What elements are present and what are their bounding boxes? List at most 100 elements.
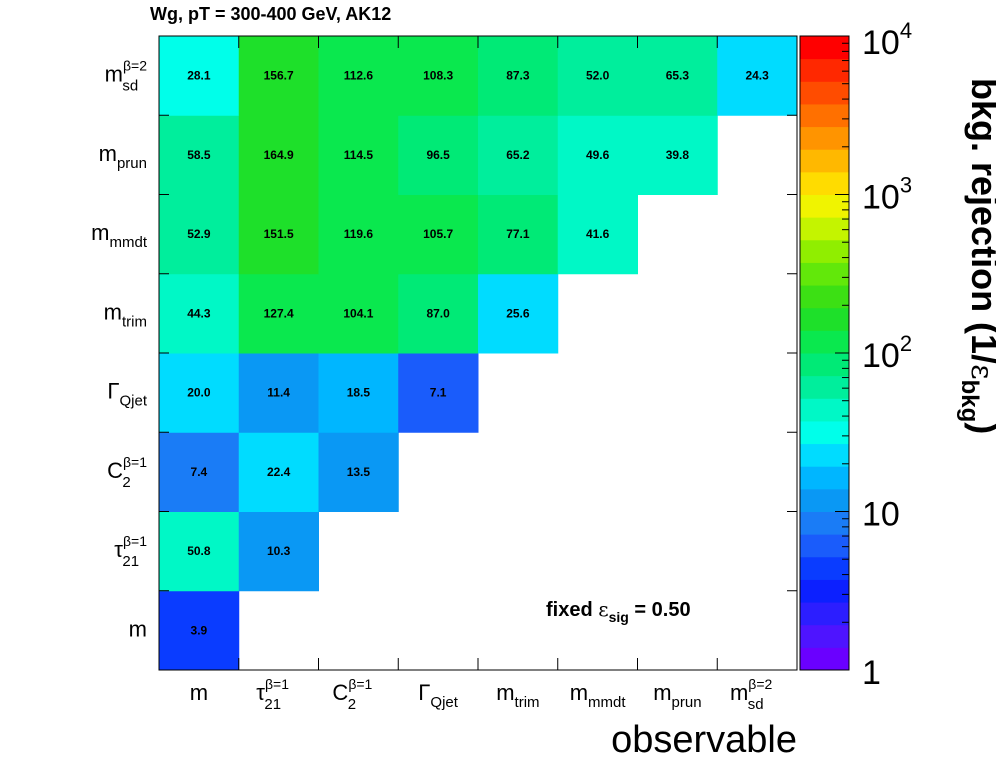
heatmap-cell — [159, 590, 240, 671]
x-tick-label: mprun — [653, 680, 701, 711]
colorbar-segment — [800, 375, 849, 399]
colorbar-tick-label: 10 — [862, 496, 900, 534]
cell-value-label: 44.3 — [187, 306, 211, 320]
cell-value-label: 164.9 — [264, 148, 294, 162]
x-tick-label: m — [190, 680, 208, 705]
heatmap-cell — [318, 36, 399, 116]
y-tick-label: mprun — [99, 141, 147, 172]
heatmap-cell — [159, 194, 240, 275]
colorbar-segment — [800, 579, 849, 603]
colorbar-segment — [800, 353, 849, 377]
y-tick-label: mβ=2 sd — [105, 58, 148, 95]
heatmap-cell — [637, 115, 718, 195]
cell-value-label: 52.0 — [586, 69, 610, 83]
x-tick-label: mmmdt — [570, 680, 627, 711]
heatmap-cell — [159, 353, 240, 433]
heatmap-cell — [318, 194, 399, 275]
heatmap-cell — [478, 36, 559, 116]
colorbar-segment — [800, 81, 849, 105]
heatmap-cell — [398, 273, 479, 354]
colorbar-segment — [800, 149, 849, 173]
colorbar-segment — [800, 239, 849, 263]
colorbar-tick-label: 104 — [862, 18, 912, 62]
cell-value-label: 58.5 — [187, 148, 211, 162]
colorbar-segment — [800, 556, 849, 580]
colorbar-segment — [800, 171, 849, 195]
chart-title: Wg, pT = 300-400 GeV, AK12 — [150, 4, 392, 24]
cell-value-label: 20.0 — [187, 386, 211, 400]
cell-value-label: 119.6 — [344, 227, 374, 241]
colorbar-segment — [800, 488, 849, 512]
x-tick-label: ΓQjet — [418, 680, 458, 711]
cell-value-label: 65.3 — [666, 69, 690, 83]
cell-value-label: 22.4 — [267, 465, 291, 479]
heatmap-cell — [238, 36, 319, 116]
cell-value-label: 77.1 — [506, 227, 530, 241]
colorbar-segment — [800, 217, 849, 241]
cell-value-label: 41.6 — [586, 227, 610, 241]
heatmap-cell — [238, 115, 319, 195]
colorbar-segment — [800, 602, 849, 626]
cell-value-label: 52.9 — [187, 227, 211, 241]
cell-value-label: 50.8 — [187, 544, 211, 558]
cell-value-label: 49.6 — [586, 148, 610, 162]
cell-value-label: 25.6 — [506, 306, 530, 320]
fixed-sig-annotation: fixed εsig = 0.50 — [546, 597, 691, 625]
cell-value-label: 108.3 — [423, 69, 453, 83]
heatmap-cell — [398, 353, 479, 433]
y-tick-label: mmmdt — [91, 220, 148, 251]
colorbar-segment — [800, 624, 849, 648]
cell-value-label: 87.0 — [426, 306, 450, 320]
cell-value-label: 39.8 — [666, 148, 690, 162]
x-tick-label: Cβ=1 2 — [332, 676, 372, 713]
cell-value-label: 87.3 — [506, 69, 530, 83]
cell-value-label: 24.3 — [745, 69, 769, 83]
cell-value-label: 10.3 — [267, 544, 291, 558]
heatmap-cell — [557, 115, 638, 195]
heatmap-cell — [398, 36, 479, 116]
colorbar-segment — [800, 330, 849, 354]
cell-value-label: 3.9 — [191, 623, 208, 637]
cell-value-label: 18.5 — [347, 386, 371, 400]
heatmap-cell — [159, 511, 240, 592]
colorbar-segment — [800, 420, 849, 445]
cell-value-label: 104.1 — [343, 306, 373, 320]
x-axis-title: observable — [611, 719, 797, 761]
heatmap-cell — [238, 194, 319, 275]
colorbar-segment — [800, 647, 849, 671]
heatmap-cell — [238, 353, 319, 433]
heatmap-cell — [159, 432, 240, 512]
colorbar-segment — [800, 36, 849, 60]
heatmap-cell — [557, 194, 638, 275]
cell-value-label: 156.7 — [264, 69, 294, 83]
cell-value-label: 11.4 — [267, 386, 290, 400]
cell-value-label: 114.5 — [344, 148, 374, 162]
colorbar-segment — [800, 194, 849, 218]
heatmap-cell — [318, 115, 399, 195]
heatmap-cell — [637, 36, 718, 116]
colorbar-tick-label: 103 — [862, 173, 912, 217]
colorbar-segment — [800, 398, 849, 422]
colorbar-segment — [800, 126, 849, 150]
cell-value-label: 112.6 — [344, 69, 374, 83]
heatmap-cell — [478, 194, 559, 275]
heatmap-cell — [478, 273, 559, 354]
colorbar-segment — [800, 58, 849, 82]
cell-value-label: 96.5 — [426, 148, 450, 162]
colorbar-segment — [800, 443, 849, 467]
heatmap-cell — [318, 353, 399, 433]
heatmap-cell — [717, 36, 798, 116]
cell-value-label: 13.5 — [347, 465, 371, 479]
y-tick-label: ΓQjet — [107, 379, 147, 410]
colorbar-segment — [800, 466, 849, 490]
heatmap-cell — [238, 273, 319, 354]
heatmap-cell — [318, 432, 399, 512]
heatmap-cell — [398, 115, 479, 195]
y-tick-label: Cβ=1 2 — [107, 454, 147, 491]
x-tick-label: mβ=2 sd — [730, 676, 773, 713]
colorbar-tick-label: 102 — [862, 331, 912, 375]
y-tick-label: m — [129, 616, 147, 641]
cell-value-label: 7.4 — [191, 465, 208, 479]
colorbar-segment — [800, 103, 849, 128]
